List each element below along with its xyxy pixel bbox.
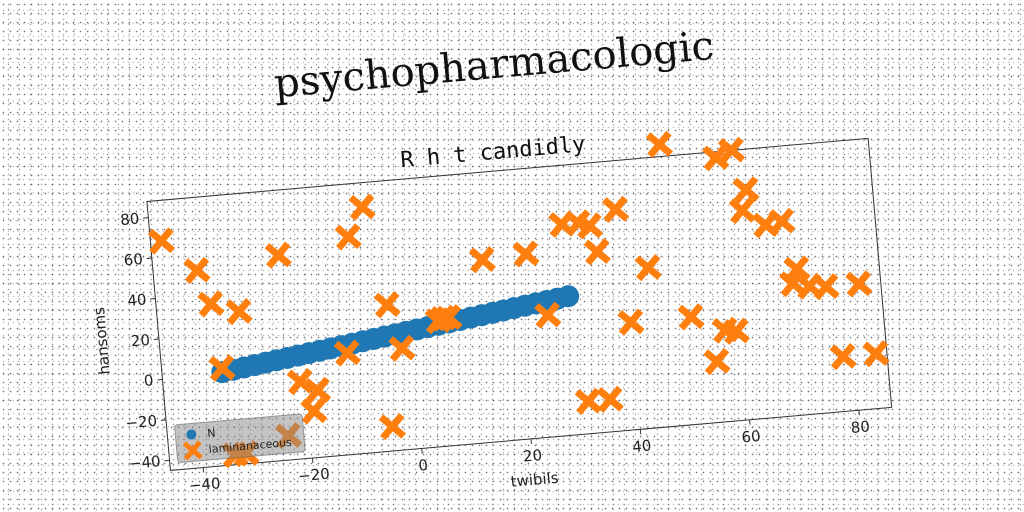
series-laminanaceous-point xyxy=(717,136,746,164)
x-tick-label: 20 xyxy=(522,446,543,466)
x-tick-label: 0 xyxy=(418,456,429,475)
series-laminanaceous-point xyxy=(264,241,292,269)
series-laminanaceous-point xyxy=(812,273,840,301)
series-laminanaceous-point xyxy=(334,223,362,251)
series-laminanaceous-point xyxy=(617,308,645,336)
series-laminanaceous-point xyxy=(728,196,756,225)
series-laminanaceous-point xyxy=(147,227,175,255)
y-tick-label: 20 xyxy=(130,331,151,351)
series-laminanaceous-point xyxy=(722,317,750,345)
series-laminanaceous-point xyxy=(286,368,314,396)
x-axis-label: twibils xyxy=(510,469,560,491)
series-laminanaceous-point xyxy=(645,130,674,159)
series-laminanaceous-point xyxy=(348,193,376,221)
series-laminanaceous-point xyxy=(388,334,416,362)
y-tick-label: 0 xyxy=(143,371,154,390)
series-laminanaceous-point xyxy=(300,397,328,425)
x-tick-label: 40 xyxy=(632,436,653,456)
series-laminanaceous-point xyxy=(373,291,401,319)
legend-marker-laminanaceous xyxy=(182,440,203,461)
plot-area: R h t candidly −40 −20 0 20 40 60 80 −40 −20 0 20 4… xyxy=(90,130,893,495)
series-laminanaceous-point xyxy=(783,255,811,283)
y-tick-label: −20 xyxy=(125,412,158,433)
series-laminanaceous-point xyxy=(702,144,730,172)
series-laminanaceous-point xyxy=(468,246,496,274)
series-laminanaceous-point xyxy=(435,304,463,332)
series-laminanaceous-point xyxy=(634,254,662,282)
series-laminanaceous-point xyxy=(845,270,873,298)
series-laminanaceous-point xyxy=(601,195,630,223)
legend-label-n: N xyxy=(207,426,216,440)
legend-marker-n xyxy=(186,429,197,440)
series-laminanaceous-point xyxy=(862,340,890,368)
series-laminanaceous-point xyxy=(583,238,611,266)
y-tick-label: 40 xyxy=(127,290,148,310)
y-tick-label: 60 xyxy=(123,250,144,270)
y-axis-label: hansoms xyxy=(90,306,114,375)
series-laminanaceous-point xyxy=(732,176,760,204)
series-laminanaceous-point xyxy=(703,347,731,376)
series-laminanaceous-point xyxy=(534,301,562,329)
series-laminanaceous-point xyxy=(596,385,624,413)
x-tick-label: 60 xyxy=(741,427,762,447)
series-laminanaceous-point xyxy=(677,303,705,331)
y-tick-label: 80 xyxy=(120,209,141,229)
x-tick-label: 80 xyxy=(850,417,871,437)
series-laminanaceous-point xyxy=(183,256,211,285)
legend-box xyxy=(174,413,306,464)
series-laminanaceous-point xyxy=(429,304,458,332)
x-tick-label: −20 xyxy=(297,465,330,486)
series-laminanaceous-point xyxy=(829,342,857,371)
series-laminanaceous-point xyxy=(512,240,540,268)
series-laminanaceous-point xyxy=(768,207,796,235)
marks xyxy=(147,130,890,469)
series-laminanaceous-point xyxy=(208,354,236,382)
series-laminanaceous-point xyxy=(333,339,361,367)
ticks: −40 −20 0 20 40 60 80 −40 −20 0 20 40 60 80 xyxy=(120,209,871,495)
y-tick-label: −40 xyxy=(128,452,161,473)
x-tick-label: −40 xyxy=(188,474,221,495)
series-laminanaceous-point xyxy=(303,376,332,404)
chart-subtitle: R h t candidly xyxy=(400,132,587,173)
series-laminanaceous-point xyxy=(197,290,225,318)
chart-title: psychopharmacologic xyxy=(272,23,716,107)
series-laminanaceous-point xyxy=(574,387,602,415)
series-laminanaceous-point xyxy=(378,412,406,441)
series-laminanaceous-point xyxy=(548,210,576,238)
series-laminanaceous-point xyxy=(225,298,253,326)
series-n-point xyxy=(557,285,580,308)
series-laminanaceous-point xyxy=(575,212,604,240)
legend: N laminanaceous xyxy=(174,413,306,464)
